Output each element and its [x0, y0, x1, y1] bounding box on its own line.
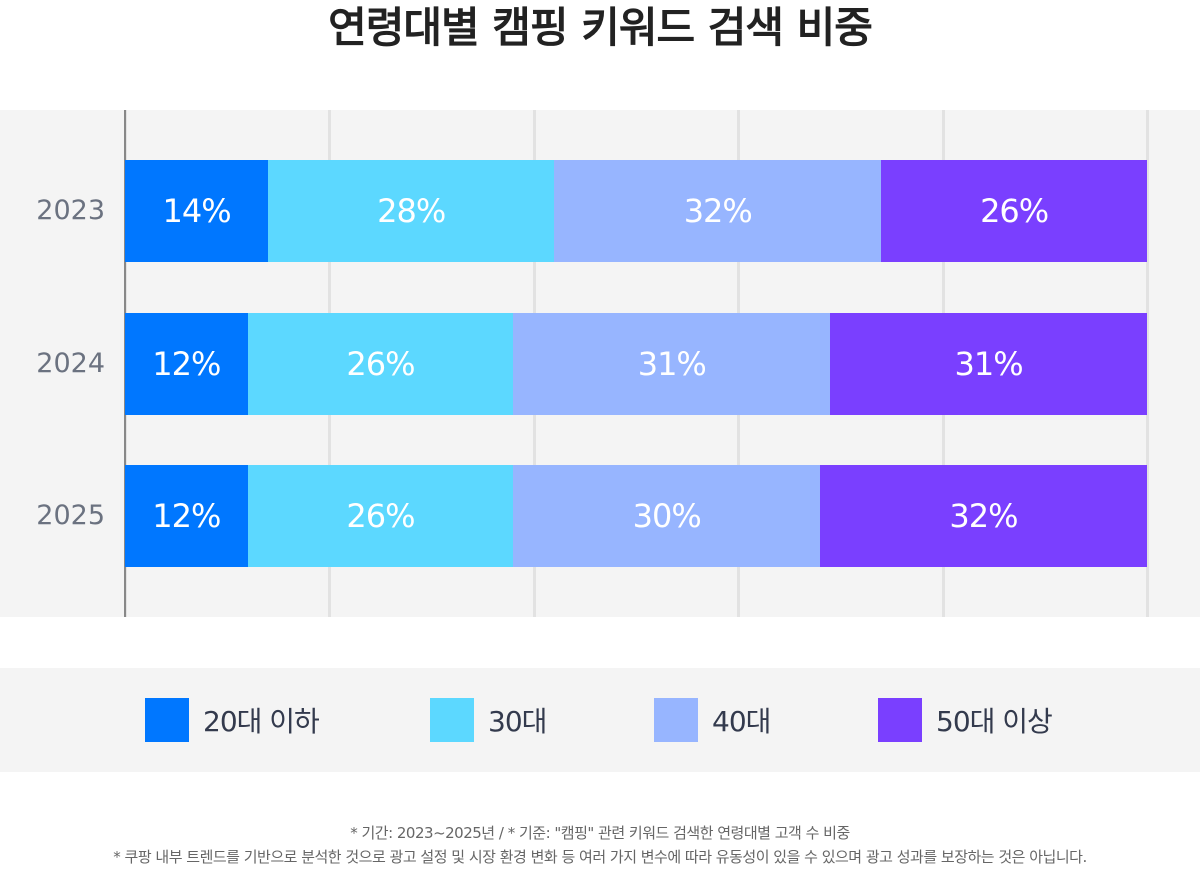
bar-segment: 31% [830, 313, 1147, 415]
chart-title: 연령대별 캠핑 키워드 검색 비중 [328, 3, 873, 52]
legend-label: 40대 [712, 705, 771, 738]
legend-swatch [878, 698, 922, 742]
footnote-disclaimer: * 쿠팡 내부 트렌드를 기반으로 분석한 것으로 광고 설정 및 시장 환경 … [113, 848, 1087, 866]
bar-segment: 12% [125, 313, 248, 415]
bar-segment: 14% [125, 160, 269, 262]
legend-swatch [145, 698, 189, 742]
bar-segment: 32% [554, 160, 882, 262]
legend-item: 30대 [430, 698, 547, 742]
legend-item: 40대 [654, 698, 771, 742]
gridline [1146, 110, 1149, 617]
y-tick-label: 2023 [36, 195, 105, 226]
legend-item: 50대 이상 [878, 698, 1053, 742]
bar-segment: 26% [247, 313, 514, 415]
legend-swatch [654, 698, 698, 742]
bar-segment: 12% [125, 465, 248, 567]
bar-segment: 30% [513, 465, 820, 567]
bar-segment: 26% [247, 465, 514, 567]
y-tick-label: 2025 [36, 500, 105, 531]
legend: 20대 이하 30대 40대 50대 이상 [0, 668, 1200, 772]
y-tick-label: 2024 [36, 348, 105, 379]
bar-segment: 28% [268, 160, 555, 262]
plot-area: 2023 14% 28% 32% 26% 2024 12% 26% 31% 31% 2025 12% 2… [0, 110, 1200, 617]
legend-item: 20대 이하 [145, 698, 320, 742]
footnote-period: * 기간: 2023~2025년 / * 기준: "캠핑" 관련 키워드 검색한… [350, 824, 850, 842]
legend-label: 20대 이하 [203, 705, 320, 738]
legend-label: 50대 이상 [936, 705, 1053, 738]
legend-swatch [430, 698, 474, 742]
bar-segment: 26% [881, 160, 1147, 262]
legend-label: 30대 [488, 705, 547, 738]
bar-segment: 32% [819, 465, 1147, 567]
bar-segment: 31% [513, 313, 831, 415]
